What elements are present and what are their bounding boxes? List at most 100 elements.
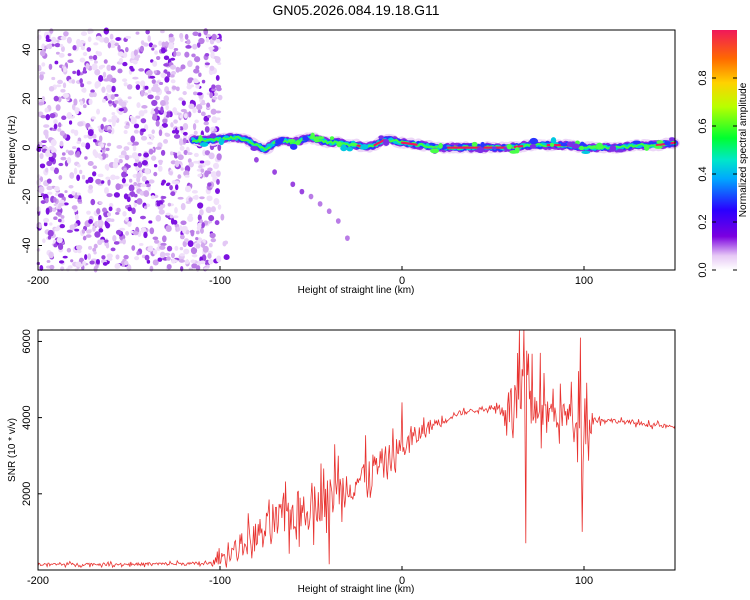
noise-speck: [118, 107, 125, 112]
noise-speck: [165, 111, 171, 118]
noise-speck: [146, 259, 151, 264]
noise-speck: [113, 192, 121, 198]
noise-speck: [141, 159, 148, 166]
noise-speck: [54, 227, 60, 232]
noise-speck: [39, 73, 44, 81]
noise-speck: [91, 116, 96, 120]
noise-speck: [150, 195, 156, 200]
noise-speck: [82, 235, 87, 241]
noise-speck: [45, 114, 51, 121]
branch-point: [335, 218, 341, 224]
noise-speck: [60, 45, 65, 52]
noise-speck: [160, 72, 167, 79]
noise-speck: [61, 115, 67, 120]
noise-speck: [158, 40, 163, 46]
noise-speck: [57, 79, 63, 85]
noise-speck: [115, 183, 121, 191]
noise-speck: [173, 180, 180, 185]
noise-speck: [156, 80, 160, 84]
noise-speck: [80, 31, 88, 36]
colorbar-tick-label: 0.6: [697, 118, 709, 133]
noise-speck: [75, 150, 81, 158]
noise-speck: [176, 226, 181, 232]
noise-speck: [101, 207, 107, 213]
noise-speck: [184, 259, 190, 265]
ridge-blob: [198, 135, 203, 142]
ridge-blob: [632, 140, 642, 145]
noise-speck: [53, 196, 57, 203]
noise-speck: [193, 68, 200, 74]
chart-title: GN05.2026.084.19.18.G11: [272, 2, 439, 18]
noise-speck: [103, 27, 110, 35]
noise-speck: [201, 99, 206, 104]
noise-speck: [215, 110, 222, 114]
noise-speck: [116, 207, 121, 213]
noise-speck: [143, 42, 149, 47]
ridge-blob: [509, 150, 519, 154]
noise-speck: [126, 84, 133, 90]
noise-speck: [184, 238, 189, 243]
noise-speck: [46, 178, 52, 184]
noise-speck: [97, 173, 104, 178]
noise-speck: [205, 206, 212, 214]
ridge-blob: [656, 140, 664, 144]
noise-speck: [94, 151, 99, 159]
ridge-blob: [360, 144, 369, 150]
noise-speck: [88, 245, 93, 250]
snr-plot-area: [38, 330, 675, 570]
noise-speck: [49, 113, 56, 119]
noise-speck: [69, 172, 75, 179]
noise-speck: [43, 124, 50, 128]
noise-speck: [144, 85, 149, 90]
noise-speck: [199, 208, 204, 216]
noise-speck: [73, 167, 78, 175]
snr-x-tick-label: 0: [399, 575, 405, 587]
noise-speck: [76, 69, 81, 76]
noise-speck: [81, 174, 86, 180]
noise-speck: [217, 94, 223, 101]
ridge-blob: [578, 145, 585, 151]
noise-speck: [77, 121, 84, 127]
noise-speck: [212, 162, 220, 170]
branch-point: [308, 193, 314, 200]
noise-speck: [92, 54, 98, 61]
ridge-blob: [218, 138, 225, 146]
noise-speck: [38, 223, 42, 229]
noise-speck: [195, 230, 200, 235]
spectrogram-x-tick-label: 100: [575, 275, 593, 287]
noise-speck: [51, 76, 56, 81]
noise-speck: [72, 146, 77, 149]
noise-speck: [140, 90, 145, 97]
noise-speck: [66, 112, 73, 119]
noise-speck: [191, 190, 198, 194]
noise-speck: [151, 99, 158, 107]
ridge-blob: [266, 143, 275, 147]
noise-speck: [76, 164, 81, 168]
noise-speck: [161, 195, 167, 199]
noise-speck: [60, 88, 66, 93]
noise-speck: [208, 46, 215, 50]
noise-speck: [127, 221, 132, 227]
noise-speck: [81, 229, 86, 234]
noise-speck: [183, 113, 188, 119]
noise-speck: [179, 145, 185, 151]
noise-speck: [100, 239, 105, 243]
noise-speck: [155, 120, 160, 127]
spectrogram-y-axis: -40 -20 0 20 40: [21, 43, 42, 253]
noise-speck: [140, 40, 145, 45]
noise-speck: [66, 157, 72, 164]
noise-speck: [107, 42, 112, 49]
spectrogram-frame: [37, 29, 676, 271]
noise-speck: [59, 130, 65, 136]
noise-speck: [192, 31, 199, 36]
noise-speck: [197, 173, 203, 178]
noise-speck: [155, 214, 162, 222]
noise-speck: [123, 193, 129, 200]
noise-speck: [36, 206, 41, 212]
noise-speck: [215, 170, 221, 177]
ridge-blob: [664, 141, 671, 146]
noise-speck: [111, 112, 116, 116]
noise-speck: [135, 31, 140, 35]
noise-speck: [104, 239, 109, 243]
